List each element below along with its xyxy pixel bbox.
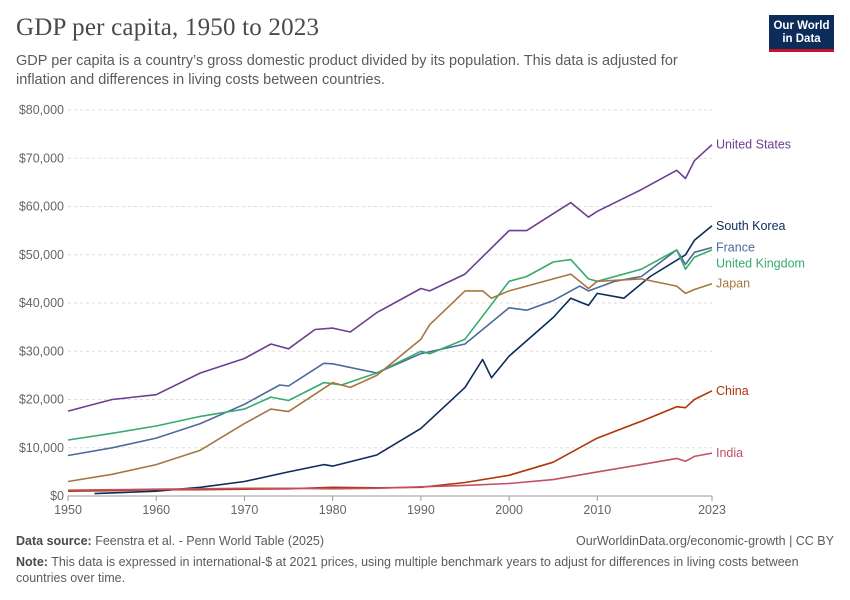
series-label-china: China bbox=[716, 384, 749, 398]
series-label-india: India bbox=[716, 446, 743, 460]
data-source-label: Data source: bbox=[16, 534, 92, 548]
series-line-united-states bbox=[67, 144, 713, 412]
y-tick-label: $50,000 bbox=[19, 248, 64, 262]
note-label: Note: bbox=[16, 555, 48, 569]
series-line-china bbox=[67, 390, 713, 492]
x-tick-label: 2000 bbox=[495, 503, 523, 517]
chart-title: GDP per capita, 1950 to 2023 bbox=[16, 14, 320, 41]
series-line-south-korea bbox=[94, 225, 713, 495]
x-tick-label: 1970 bbox=[231, 503, 259, 517]
series-label-united-kingdom: United Kingdom bbox=[716, 257, 805, 271]
x-tick-label: 2023 bbox=[698, 503, 726, 517]
data-source: Data source: Feenstra et al. - Penn Worl… bbox=[16, 534, 324, 548]
owid-logo[interactable]: Our World in Data bbox=[769, 15, 834, 52]
y-tick-label: $10,000 bbox=[19, 441, 64, 455]
y-tick-label: $60,000 bbox=[19, 200, 64, 214]
source-url[interactable]: OurWorldinData.org/economic-growth | CC … bbox=[576, 534, 834, 548]
x-tick-label: 1960 bbox=[142, 503, 170, 517]
y-tick-label: $70,000 bbox=[19, 151, 64, 165]
x-tick-label: 2010 bbox=[583, 503, 611, 517]
series-line-japan bbox=[67, 273, 713, 483]
series-line-united-kingdom bbox=[67, 249, 713, 441]
y-tick-label: $40,000 bbox=[19, 296, 64, 310]
y-tick-label: $30,000 bbox=[19, 344, 64, 358]
x-tick-label: 1950 bbox=[54, 503, 82, 517]
data-source-text[interactable]: Feenstra et al. - Penn World Table (2025… bbox=[95, 534, 325, 548]
chart-subtitle: GDP per capita is a country’s gross dome… bbox=[16, 53, 678, 88]
series-line-india bbox=[67, 452, 713, 491]
y-tick-label: $0 bbox=[50, 489, 64, 503]
series-label-south-korea: South Korea bbox=[716, 219, 786, 233]
x-tick-label: 1980 bbox=[319, 503, 347, 517]
series-label-france: France bbox=[716, 241, 755, 255]
y-tick-label: $80,000 bbox=[19, 103, 64, 117]
line-chart: $0 $10,000 $20,000 $30,000 $40,000 $50,000 $60… bbox=[19, 103, 805, 517]
logo-line-2: in Data bbox=[782, 33, 821, 45]
series-label-japan: Japan bbox=[716, 277, 750, 291]
x-tick-label: 1990 bbox=[407, 503, 435, 517]
logo-line-1: Our World bbox=[773, 20, 830, 32]
chart-note: Note: This data is expressed in internat… bbox=[16, 554, 836, 586]
series-label-united-states: United States bbox=[716, 138, 791, 152]
note-text: This data is expressed in international-… bbox=[16, 555, 799, 585]
y-tick-label: $20,000 bbox=[19, 393, 64, 407]
